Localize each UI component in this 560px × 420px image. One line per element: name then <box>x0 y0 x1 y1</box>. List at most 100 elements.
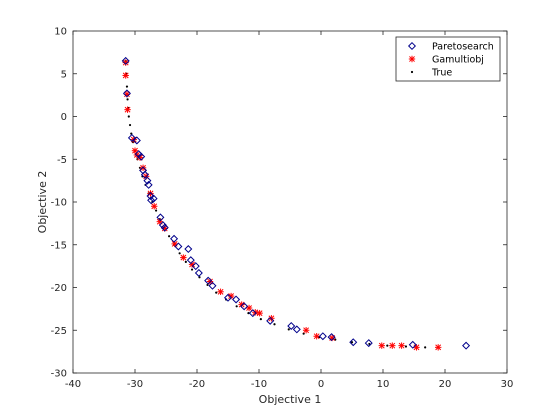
data-point-stroke <box>246 305 252 311</box>
data-point <box>180 254 187 261</box>
data-point <box>256 309 263 317</box>
data-point <box>144 180 153 189</box>
data-point <box>122 89 131 98</box>
data-point-stroke <box>303 327 310 334</box>
x-tick-label: -10 <box>251 379 267 390</box>
data-point <box>127 133 136 142</box>
data-point-stroke <box>378 342 385 349</box>
data-point <box>191 262 200 271</box>
legend-marker-gamultiobj-stroke <box>409 56 415 62</box>
data-point <box>266 316 275 325</box>
data-point <box>122 72 129 79</box>
data-point <box>287 328 290 331</box>
data-point-stroke <box>122 59 129 66</box>
x-tick-label: 20 <box>439 379 452 390</box>
data-point <box>413 344 420 351</box>
data-point <box>151 203 158 210</box>
x-tick-label: 0 <box>318 379 324 390</box>
data-point <box>121 56 130 65</box>
data-point <box>318 332 327 341</box>
series-true <box>124 59 427 349</box>
data-point-stroke <box>180 254 187 261</box>
data-point <box>156 213 165 222</box>
data-point <box>386 344 389 347</box>
x-tick-label: -30 <box>127 379 143 390</box>
data-point <box>313 333 320 340</box>
x-axis-label: Objective 1 <box>259 393 322 406</box>
y-tick-label: 0 <box>61 112 67 123</box>
y-tick-label: -15 <box>51 240 67 251</box>
data-point-stroke <box>398 342 405 349</box>
data-point <box>194 268 203 277</box>
data-point <box>364 339 373 348</box>
data-point <box>259 318 262 321</box>
data-point <box>147 196 156 205</box>
data-point <box>404 345 408 348</box>
data-point <box>186 256 195 265</box>
data-point <box>208 281 217 290</box>
y-tick-label: 5 <box>61 69 67 80</box>
data-point-stroke <box>238 301 245 308</box>
data-point <box>154 209 158 212</box>
data-point <box>302 327 310 334</box>
data-point <box>149 194 158 203</box>
data-marks <box>121 56 471 351</box>
data-point-stroke <box>124 106 131 113</box>
data-point <box>292 325 301 334</box>
legend-label-gamultiobj: Gamultiobj <box>432 55 484 66</box>
data-point <box>139 164 147 171</box>
data-point-stroke <box>147 190 154 197</box>
data-point <box>140 170 149 179</box>
data-point <box>204 276 213 285</box>
data-point <box>302 332 305 335</box>
series-paretosearch <box>121 56 471 350</box>
data-point <box>127 115 130 118</box>
data-point <box>408 340 417 349</box>
data-point-stroke <box>140 164 146 171</box>
y-tick-label: -30 <box>51 369 67 380</box>
legend-marker-true <box>410 70 414 74</box>
data-point <box>126 98 129 101</box>
x-tick-label: 30 <box>501 379 514 390</box>
data-point <box>349 338 358 347</box>
data-point <box>132 136 141 145</box>
data-point <box>217 288 224 295</box>
y-tick-label: -5 <box>57 155 67 166</box>
data-point <box>235 305 238 308</box>
data-point <box>273 323 276 326</box>
legend-marker-gamultiobj <box>408 55 416 63</box>
data-point <box>147 190 154 197</box>
data-point <box>125 85 129 88</box>
data-point-stroke <box>161 225 168 232</box>
data-point <box>223 293 233 302</box>
data-point-stroke <box>217 288 224 295</box>
data-point-stroke <box>389 342 396 349</box>
y-tick-label: -20 <box>51 283 67 294</box>
data-point-stroke <box>228 293 235 299</box>
legend: Paretosearch Gamultiobj True <box>395 36 501 82</box>
data-point-stroke <box>171 240 178 247</box>
y-tick-label: -10 <box>51 198 67 209</box>
data-point-stroke <box>313 333 320 340</box>
data-point <box>389 342 396 349</box>
legend-label-true: True <box>431 68 452 79</box>
data-point <box>434 344 442 351</box>
legend-marker-paretosearch <box>407 41 417 51</box>
data-point <box>247 312 250 315</box>
x-tick-label: -40 <box>65 379 81 390</box>
data-point-stroke <box>189 261 195 268</box>
y-axis-label: Objective 2 <box>36 171 49 234</box>
data-point-stroke <box>137 154 143 161</box>
data-point <box>124 106 131 113</box>
data-point <box>378 342 385 349</box>
data-point-stroke <box>132 147 138 154</box>
data-point <box>287 321 296 330</box>
data-point <box>190 268 194 271</box>
data-point <box>143 176 152 185</box>
data-point-stroke <box>435 344 442 351</box>
data-point <box>184 260 187 263</box>
data-point <box>128 123 132 127</box>
data-point-stroke <box>122 72 129 79</box>
